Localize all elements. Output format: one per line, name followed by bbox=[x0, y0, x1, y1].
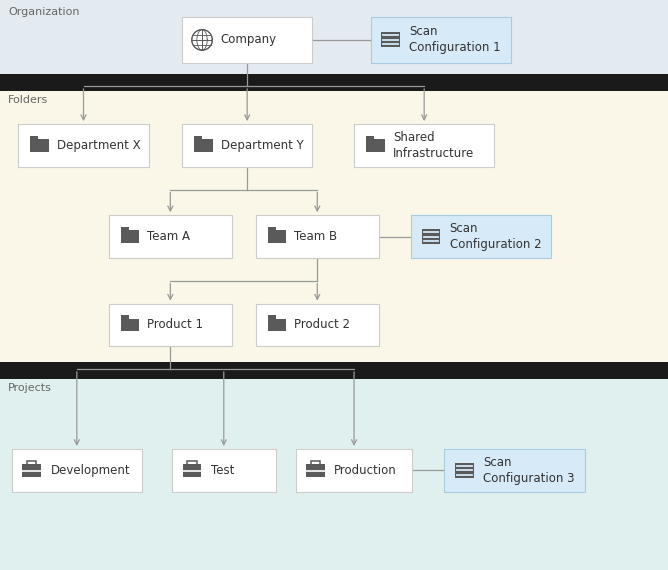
Text: Company: Company bbox=[220, 34, 277, 46]
FancyBboxPatch shape bbox=[12, 449, 142, 491]
Text: Product 2: Product 2 bbox=[294, 319, 350, 331]
FancyBboxPatch shape bbox=[108, 303, 232, 346]
Bar bbox=[366, 136, 374, 140]
Text: Team A: Team A bbox=[148, 230, 190, 243]
Bar bbox=[307, 464, 325, 477]
Text: Test: Test bbox=[211, 464, 234, 477]
Text: Organization: Organization bbox=[8, 7, 79, 17]
Bar bbox=[31, 139, 49, 152]
Bar bbox=[366, 139, 385, 152]
Text: Team B: Team B bbox=[294, 230, 337, 243]
Text: Production: Production bbox=[335, 464, 397, 477]
Text: Shared
Infrastructure: Shared Infrastructure bbox=[393, 131, 474, 160]
Text: Department X: Department X bbox=[57, 139, 141, 152]
FancyBboxPatch shape bbox=[182, 17, 312, 63]
FancyBboxPatch shape bbox=[172, 449, 276, 491]
Bar bbox=[267, 319, 287, 331]
FancyBboxPatch shape bbox=[411, 215, 551, 258]
Bar bbox=[121, 227, 128, 231]
FancyBboxPatch shape bbox=[255, 215, 379, 258]
Bar bbox=[121, 315, 128, 319]
Bar bbox=[0, 376, 668, 570]
Bar bbox=[267, 227, 276, 231]
FancyBboxPatch shape bbox=[444, 449, 584, 491]
Bar bbox=[0, 88, 668, 362]
Bar bbox=[0, 74, 668, 91]
Bar bbox=[0, 0, 668, 77]
Bar bbox=[194, 139, 212, 152]
Text: Development: Development bbox=[51, 464, 130, 477]
Text: Projects: Projects bbox=[8, 383, 52, 393]
Bar bbox=[182, 464, 202, 477]
Text: Scan
Configuration 3: Scan Configuration 3 bbox=[483, 456, 574, 484]
Bar bbox=[121, 230, 139, 243]
FancyBboxPatch shape bbox=[255, 303, 379, 346]
Bar bbox=[0, 362, 668, 379]
Bar bbox=[455, 463, 474, 478]
Bar bbox=[422, 229, 440, 244]
Bar bbox=[381, 32, 400, 47]
FancyBboxPatch shape bbox=[371, 17, 511, 63]
Bar bbox=[267, 315, 276, 319]
FancyBboxPatch shape bbox=[108, 215, 232, 258]
Bar bbox=[267, 230, 287, 243]
FancyBboxPatch shape bbox=[354, 124, 494, 166]
Text: Folders: Folders bbox=[8, 95, 48, 105]
Text: Product 1: Product 1 bbox=[148, 319, 203, 331]
Text: Department Y: Department Y bbox=[220, 139, 303, 152]
Bar bbox=[194, 136, 202, 140]
Text: Scan
Configuration 1: Scan Configuration 1 bbox=[409, 26, 501, 54]
Text: Scan
Configuration 2: Scan Configuration 2 bbox=[450, 222, 541, 251]
Bar bbox=[31, 136, 38, 140]
FancyBboxPatch shape bbox=[182, 124, 312, 166]
Bar bbox=[121, 319, 139, 331]
Bar bbox=[23, 464, 41, 477]
FancyBboxPatch shape bbox=[295, 449, 412, 491]
FancyBboxPatch shape bbox=[18, 124, 148, 166]
